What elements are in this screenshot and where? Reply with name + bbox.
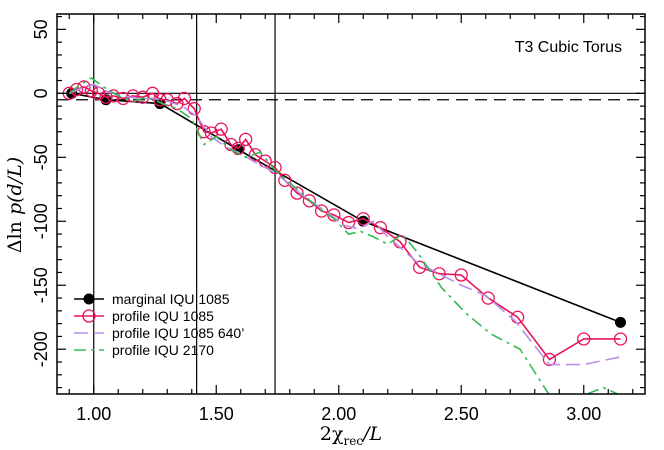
chart-title: T3 Cubic Torus <box>515 39 622 56</box>
x-tick-label: 1.00 <box>76 404 111 424</box>
y-tick-label: -50 <box>31 144 51 170</box>
x-tick-label: 2.00 <box>321 404 356 424</box>
x-axis-label-sub: rec <box>344 434 364 448</box>
axis-ticks: 1.00 1.50 2.00 2.50 3.00 50 0 -50 -100 -150 -200 <box>31 14 645 424</box>
legend-entry-2: profile IQU 1085 640’ <box>74 325 244 341</box>
series-group <box>62 77 628 394</box>
series-point-1 <box>432 267 446 281</box>
x-axis-label: 2χrec/L <box>320 423 382 448</box>
series-point-1 <box>170 96 184 111</box>
y-axis-label-italic: p <box>4 203 26 215</box>
series-line-3 <box>68 77 620 394</box>
x-tick-label: 3.00 <box>566 404 601 424</box>
legend-entry-3: profile IQU 2170 <box>74 342 214 358</box>
series-point-1 <box>341 215 356 230</box>
legend-entry-1: profile IQU 1085 <box>74 308 214 324</box>
legend-label: profile IQU 1085 <box>112 308 214 324</box>
x-axis-label-main: 2χ <box>320 423 344 445</box>
series-point-1 <box>268 160 282 175</box>
x-tick-label: 1.50 <box>199 404 234 424</box>
series-point-1 <box>577 332 591 346</box>
series-point-1 <box>214 122 228 136</box>
y-axis-label-prefix: Δln <box>4 215 26 253</box>
x-axis-label-tail: /L <box>361 423 382 445</box>
series-point-1 <box>542 352 557 367</box>
y-tick-label: 50 <box>31 19 51 39</box>
legend-label: profile IQU 1085 640’ <box>112 325 244 341</box>
series-point-1 <box>481 291 495 305</box>
series-point-1 <box>454 268 468 282</box>
series-point-1 <box>314 204 329 218</box>
legend-swatch-marker <box>83 293 95 305</box>
legend-label: marginal IQU 1085 <box>112 291 230 307</box>
series-point-1 <box>613 332 628 346</box>
y-axis-label: Δln p(d/L) <box>4 157 26 253</box>
y-tick-label: -100 <box>31 203 51 239</box>
series-point-1 <box>69 82 84 97</box>
legend-entry-0: marginal IQU 1085 <box>74 291 230 307</box>
x-tick-label: 2.50 <box>444 404 479 424</box>
y-tick-label: -200 <box>31 331 51 367</box>
series-point-1 <box>302 194 317 208</box>
series-point-1 <box>116 91 130 106</box>
series-line-0 <box>71 92 621 324</box>
series-point-1 <box>177 91 192 106</box>
y-tick-label: -150 <box>31 267 51 303</box>
series-point-1 <box>153 93 167 107</box>
series-point-1 <box>290 186 304 200</box>
legend-swatch-marker <box>82 309 96 323</box>
series-point-1 <box>373 221 388 235</box>
series-point-1 <box>356 212 370 226</box>
reference-lines <box>57 14 645 394</box>
y-axis-label-paren: (d/L) <box>4 157 26 203</box>
series-point-1 <box>238 132 253 147</box>
series-point-0 <box>615 316 626 328</box>
series-point-1 <box>278 173 292 187</box>
plot-frame <box>56 13 646 395</box>
y-tick-label: 0 <box>31 88 51 98</box>
legend-label: profile IQU 2170 <box>112 342 214 358</box>
